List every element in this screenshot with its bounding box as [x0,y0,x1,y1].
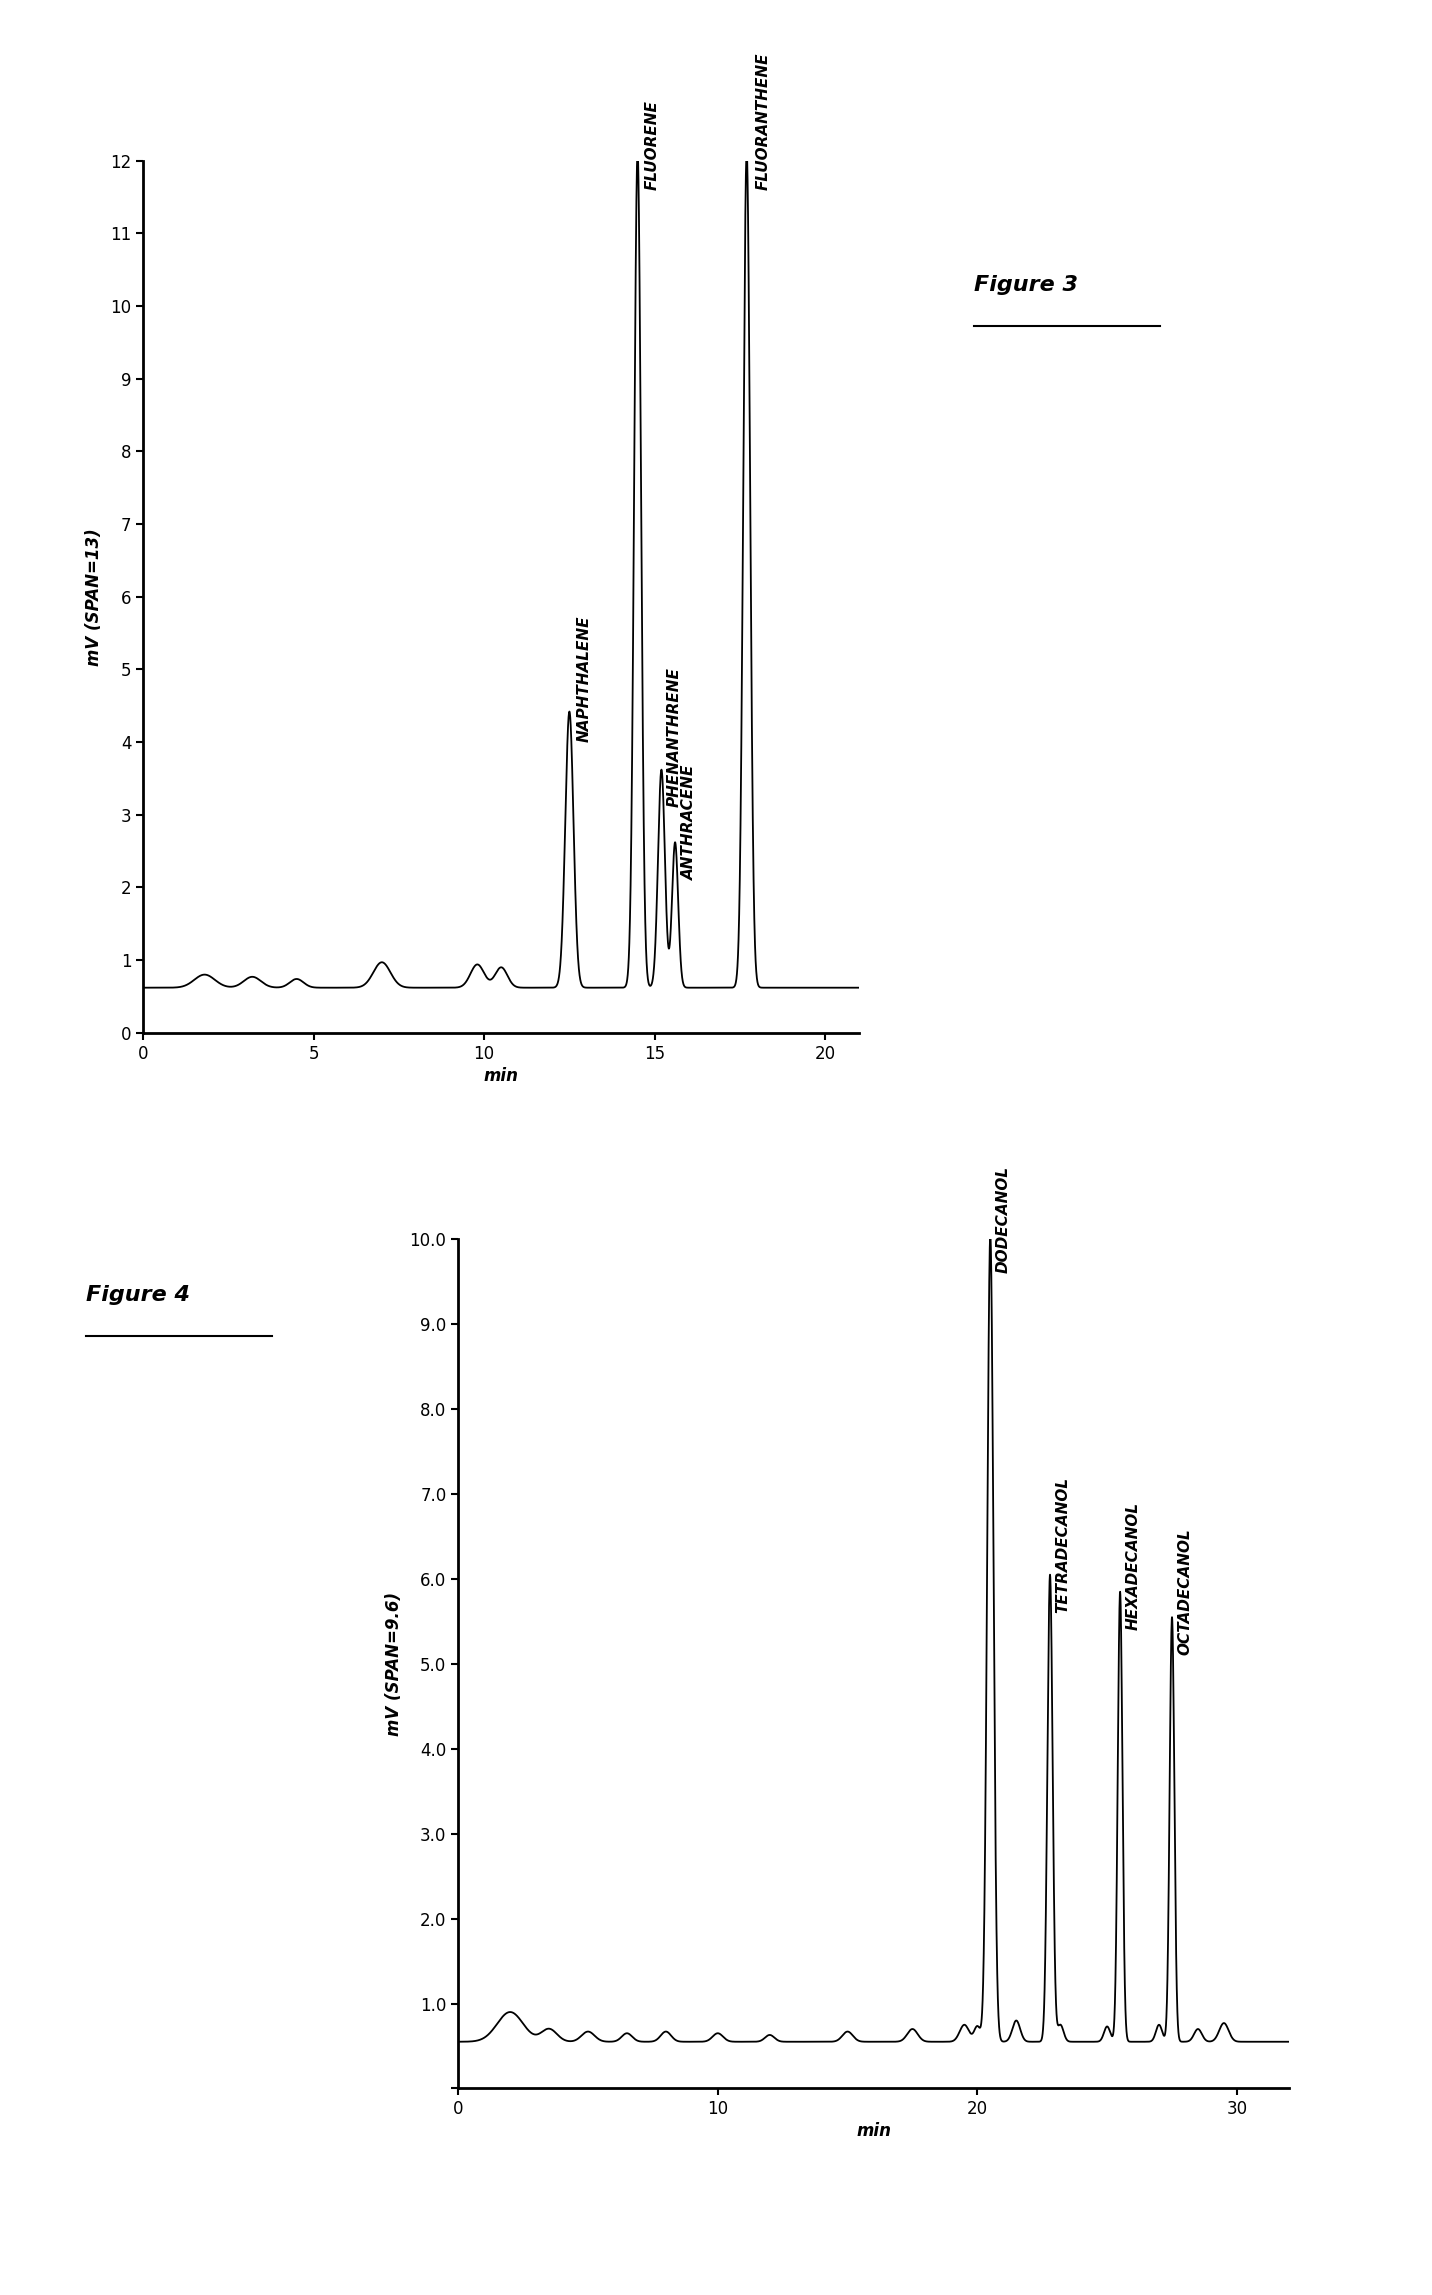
Text: Figure 4: Figure 4 [86,1285,190,1306]
Text: Figure 3: Figure 3 [974,275,1078,296]
Text: TETRADECANOL: TETRADECANOL [1055,1476,1070,1613]
Text: PHENANTHRENE: PHENANTHRENE [666,668,682,808]
X-axis label: min: min [856,2123,891,2141]
Text: FLUORANTHENE: FLUORANTHENE [755,53,770,190]
Text: ANTHRACENE: ANTHRACENE [682,764,697,879]
Text: OCTADECANOL: OCTADECANOL [1177,1528,1193,1655]
Y-axis label: mV (SPAN=13): mV (SPAN=13) [84,528,103,666]
Text: FLUORENE: FLUORENE [644,101,659,190]
Y-axis label: mV (SPAN=9.6): mV (SPAN=9.6) [385,1593,402,1735]
Text: NAPHTHALENE: NAPHTHALENE [576,615,591,741]
Text: DODECANOL: DODECANOL [995,1166,1011,1274]
X-axis label: min: min [484,1067,518,1086]
Text: HEXADECANOL: HEXADECANOL [1126,1501,1140,1629]
